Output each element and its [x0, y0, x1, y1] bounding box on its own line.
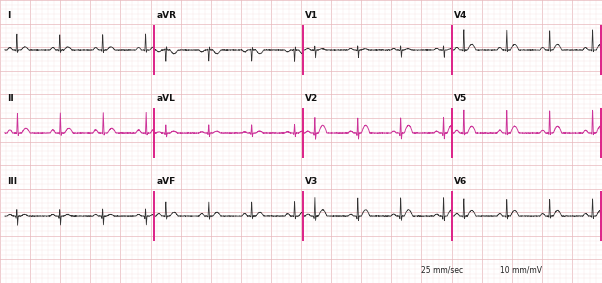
Text: II: II: [7, 94, 14, 103]
Text: V3: V3: [305, 177, 318, 186]
Text: V2: V2: [305, 94, 318, 103]
Text: aVL: aVL: [157, 94, 175, 103]
Text: V5: V5: [454, 94, 468, 103]
Text: 25 mm/sec: 25 mm/sec: [421, 265, 464, 275]
Text: aVF: aVF: [157, 177, 175, 186]
Text: V6: V6: [454, 177, 468, 186]
Text: 10 mm/mV: 10 mm/mV: [500, 265, 542, 275]
Text: V4: V4: [454, 11, 468, 20]
Text: V1: V1: [305, 11, 318, 20]
Text: I: I: [7, 11, 11, 20]
Text: III: III: [7, 177, 17, 186]
Text: aVR: aVR: [157, 11, 176, 20]
